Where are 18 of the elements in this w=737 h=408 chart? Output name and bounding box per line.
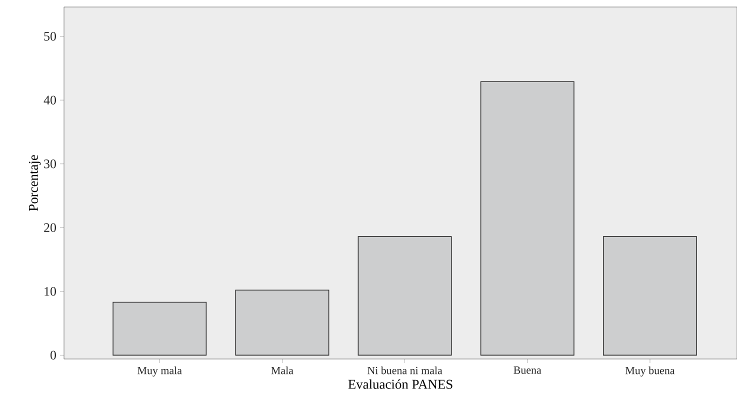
- y-tick-label: 0: [50, 350, 56, 360]
- y-tick-label: 50: [44, 32, 56, 41]
- x-tick-label: Mala: [271, 366, 294, 374]
- bar: [602, 236, 697, 356]
- bar: [358, 236, 452, 356]
- y-tick-label: 40: [44, 96, 56, 104]
- x-tick-label: Ni buena ni mala: [368, 366, 442, 374]
- x-axis-title: Evaluación PANES: [348, 379, 452, 389]
- y-tick-label: 10: [44, 287, 56, 296]
- y-axis-title: Porcentaje: [28, 155, 41, 211]
- x-tick-label: Muy mala: [138, 366, 182, 376]
- x-tick-label: Muy buena: [625, 366, 675, 376]
- y-tick-label: 20: [44, 223, 56, 232]
- bar: [480, 81, 574, 356]
- y-tick-label: 30: [44, 160, 56, 168]
- bar: [112, 302, 207, 356]
- x-tick-label: Buena: [514, 366, 542, 374]
- bar: [235, 290, 330, 356]
